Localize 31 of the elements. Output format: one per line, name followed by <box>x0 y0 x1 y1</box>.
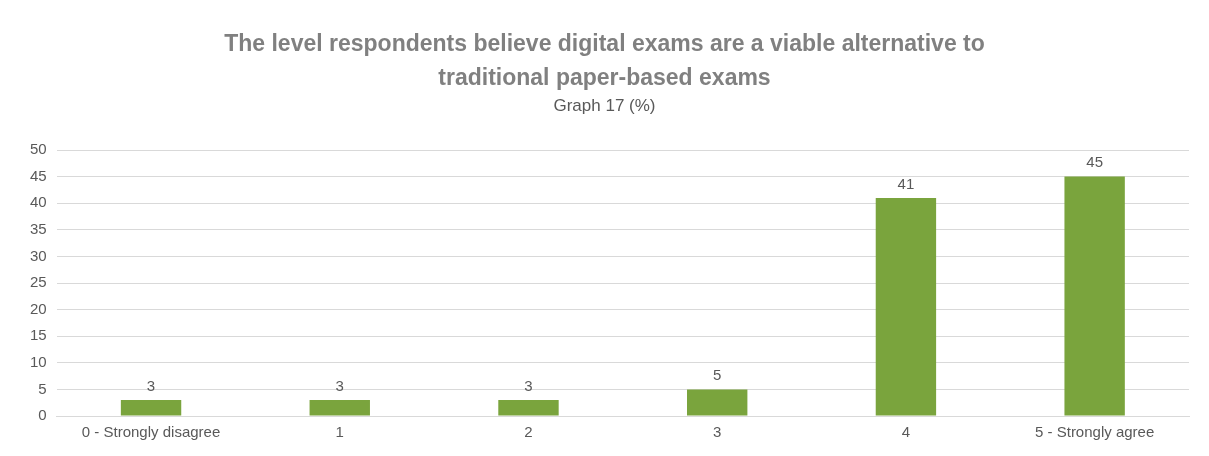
x-tick-label: 2 <box>524 423 533 441</box>
x-tick-label: 3 <box>713 423 722 441</box>
bar <box>309 400 370 416</box>
data-label: 3 <box>335 376 344 394</box>
x-tick-label: 4 <box>901 423 911 441</box>
chart-subtitle: Graph 17 (%) <box>552 96 657 116</box>
chart-title: The level respondents believe digital exams are a viable alternative to traditional paper-based exams <box>223 29 986 92</box>
data-label: 45 <box>1086 153 1103 171</box>
bar <box>498 400 559 416</box>
bar <box>687 389 748 416</box>
bar <box>120 400 182 416</box>
y-tick-label: 10 <box>30 352 47 370</box>
data-label: 3 <box>146 376 156 394</box>
x-tick-label: 1 <box>335 423 344 441</box>
y-tick-label: 15 <box>30 326 47 344</box>
data-label: 5 <box>713 366 722 384</box>
data-label: 41 <box>897 174 915 192</box>
y-tick-label: 5 <box>38 379 47 397</box>
data-label: 3 <box>524 376 533 394</box>
y-tick-label: 40 <box>30 193 47 211</box>
bar <box>875 197 937 416</box>
x-tick-label: 0 - Strongly disagree <box>81 423 221 441</box>
x-tick-label: 5 - Strongly agree <box>1035 423 1155 441</box>
bar <box>1064 176 1125 416</box>
y-tick-label: 25 <box>30 273 47 291</box>
y-tick-label: 20 <box>30 299 47 317</box>
y-tick-label: 50 <box>30 140 47 158</box>
y-tick-label: 35 <box>30 219 47 237</box>
y-tick-label: 30 <box>30 246 47 264</box>
y-tick-label: 45 <box>30 166 47 184</box>
y-tick-label: 0 <box>38 406 47 424</box>
